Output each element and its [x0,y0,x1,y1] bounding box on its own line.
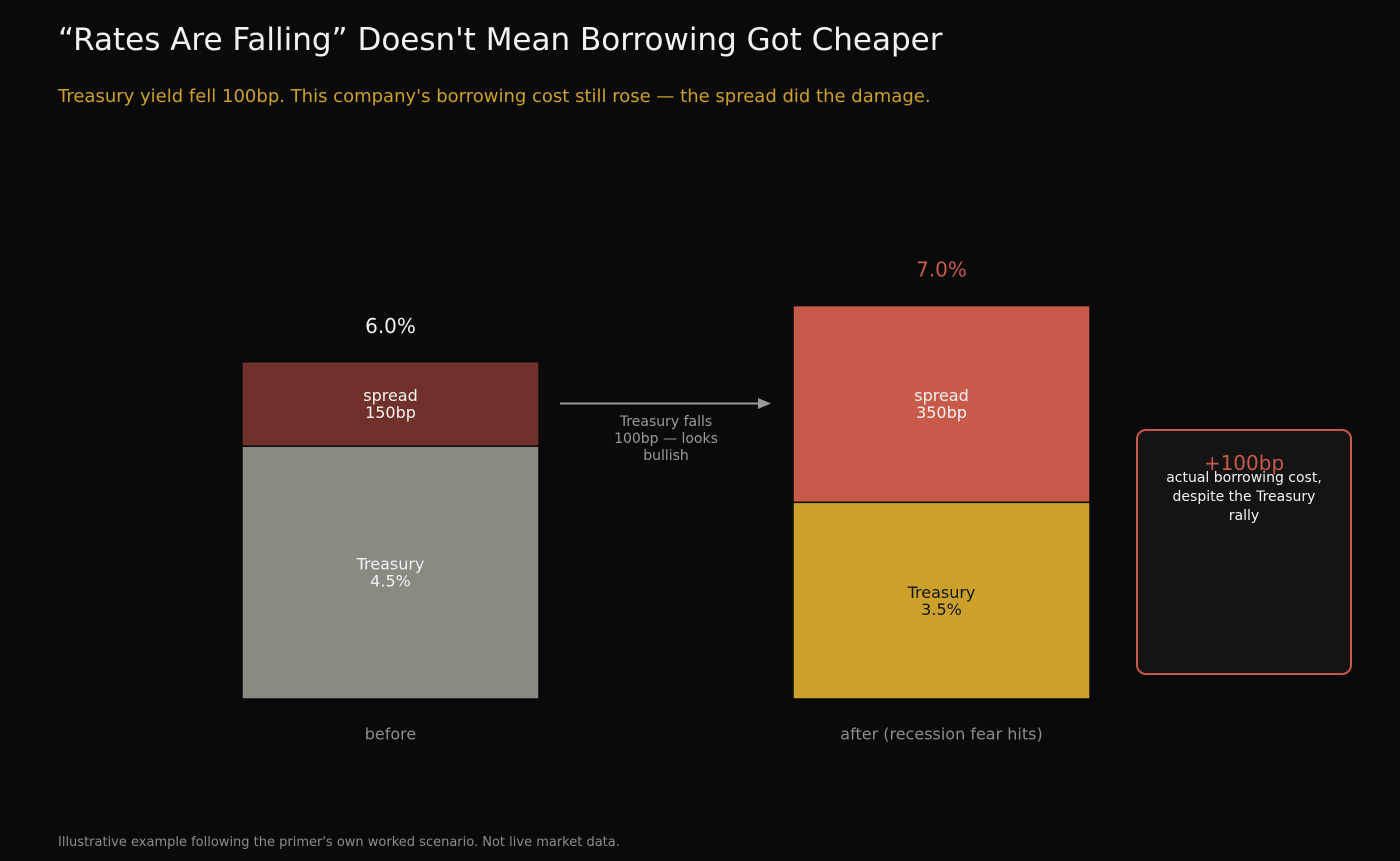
chart-title: “Rates Are Falling” Doesn't Mean Borrowi… [58,22,943,58]
chart-subtitle: Treasury yield fell 100bp. This company'… [58,86,931,107]
footnote: Illustrative example following the prime… [58,835,620,850]
total-label-after: 7.0% [916,258,967,282]
bar-spread-after [792,304,1091,504]
bar-label-spread-after: spread 350bp [914,386,969,422]
category-label-before: before [365,725,417,744]
bar-treasury-before [241,445,540,700]
bar-treasury-after [792,501,1091,700]
total-label-before: 6.0% [365,314,416,338]
bar-label-treasury-before: Treasury 4.5% [356,555,425,591]
callout-text: actual borrowing cost, despite the Treas… [1166,470,1322,524]
callout-box: +100bp actual borrowing cost, despite th… [1136,429,1352,675]
callout-delta: +100bp [1203,451,1285,475]
bar-label-treasury-after: Treasury 3.5% [907,583,976,619]
bar-spread-before [241,361,540,447]
category-label-after: after (recession fear hits) [840,725,1042,744]
arrow-annotation: Treasury falls 100bp — looks bullish [614,414,718,464]
bar-label-spread-before: spread 150bp [363,386,418,422]
arrow-head [758,398,771,409]
